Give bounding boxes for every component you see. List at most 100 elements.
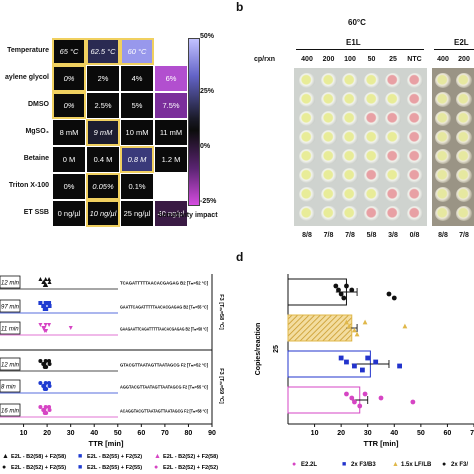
tube-column-label: NTC <box>407 56 422 63</box>
cp-label: cp/rxn <box>254 56 276 63</box>
heatmap-cell: 7.5% <box>154 92 188 119</box>
heatmap-cell: 0 ng/µl <box>52 200 86 227</box>
data-point <box>410 399 416 405</box>
colorbar <box>188 38 200 206</box>
panel-b-letter: b <box>236 0 244 14</box>
tube-well <box>435 73 451 88</box>
data-point <box>333 283 339 289</box>
legend-marker: ▲ <box>154 453 161 460</box>
tube-well <box>435 187 451 202</box>
legend-entry: E2L - B2(55) + F2(55) <box>87 465 142 471</box>
tube-score: 3/8 <box>388 232 398 239</box>
heatmap-cell: 0.8 M <box>120 146 154 173</box>
tube-well <box>435 149 451 164</box>
tube-well <box>385 111 401 126</box>
heatmap-cell: 0% <box>52 173 86 200</box>
legend-marker: ● <box>154 464 158 471</box>
data-point <box>402 323 408 329</box>
legend-marker: ● <box>442 461 446 468</box>
tube-score: 7/8 <box>323 232 334 239</box>
panel-d-plot: 10 20 30 40 50 60 70 TTR [min] Copies/reaction 25… <box>255 274 474 468</box>
data-point <box>352 399 357 405</box>
data-point <box>47 384 52 388</box>
data-point <box>47 405 52 409</box>
tube-well <box>363 149 380 164</box>
tube-well <box>456 187 472 202</box>
heatmap-cell: 25 ng/µl <box>120 200 154 227</box>
data-point <box>341 295 347 301</box>
heatmap-cell: 5% <box>120 92 154 119</box>
x-tick-label: 70 <box>161 430 169 437</box>
tube-well <box>363 168 380 183</box>
group-e2l: E2L <box>454 38 469 47</box>
data-point <box>43 323 48 327</box>
bar-label: 12 min <box>1 363 20 369</box>
data-point <box>38 359 43 363</box>
tube-well <box>435 92 451 107</box>
data-point <box>42 362 47 366</box>
heatmap-row-label: DMSO <box>28 101 49 108</box>
y-axis-label: Copies/reaction <box>255 323 262 376</box>
legend-entry: 2x F3/ <box>451 462 468 468</box>
data-point <box>42 387 47 391</box>
x-tick-label: 80 <box>185 430 193 437</box>
heatmap-cell: 8 mM <box>52 119 86 146</box>
data-point <box>47 359 52 363</box>
ttr-bar <box>0 275 21 289</box>
legend-entry: E2L - B2(52) + F2(58) <box>163 454 218 460</box>
primer-sequence: ACAGGTACGTTAATAGTTAATAGCG F2 [Tₘ=58 °C] <box>120 409 208 414</box>
series-bar <box>287 386 361 414</box>
colorbar-label: Sensitivity impact <box>158 212 218 219</box>
data-point <box>43 405 48 409</box>
data-point <box>68 326 73 330</box>
tube-well <box>299 73 315 88</box>
tube-well <box>299 149 315 164</box>
bar-label: 12 min <box>1 281 20 287</box>
legend-marker: ▲ <box>2 453 9 460</box>
heatmap-cell: 0% <box>52 65 86 92</box>
heatmap-cell: 6% <box>154 65 188 92</box>
primer-sequence: GAATTCAGATTTTTAACACGAGAG B2 [Tₘ=55 °C] <box>120 305 208 310</box>
data-point <box>47 277 52 281</box>
ttr-bar <box>0 357 21 371</box>
x-tick-label: 30 <box>67 430 75 437</box>
tube-score: 7/8 <box>345 232 355 239</box>
tube-well <box>320 92 337 107</box>
heatmap-cell: 4% <box>120 65 154 92</box>
x-axis-label: TTR [min] <box>89 439 124 448</box>
heatmap-row-label: ET SSB <box>23 209 49 216</box>
tube-well <box>385 187 401 202</box>
tube-well <box>342 168 358 183</box>
bar-label: 11 min <box>1 327 19 333</box>
tube-column-label: 400 <box>437 56 449 63</box>
legend-marker: ● <box>292 461 296 468</box>
tube-well <box>456 149 472 164</box>
x-tick-label: 40 <box>90 430 98 437</box>
data-point <box>349 395 355 401</box>
heatmap-cell: 0% <box>52 92 86 119</box>
tube-score: 7/8 <box>459 232 469 239</box>
legend-entry: E2L - B2(55) + F2(52) <box>87 454 142 460</box>
colorbar-tick: -25% <box>200 198 217 205</box>
tube-photo-right <box>432 68 474 226</box>
tube-well <box>342 206 358 221</box>
colorbar-tick: 0% <box>200 143 211 150</box>
data-point <box>373 359 379 365</box>
legend-entry: E2L - B2(58) + F2(58) <box>11 454 66 460</box>
tube-well <box>435 111 451 126</box>
tube-well <box>342 187 358 202</box>
heatmap-cell: 2% <box>86 65 120 92</box>
colorbar-tick: 50% <box>200 33 215 40</box>
data-point <box>47 301 52 305</box>
data-point <box>42 365 47 369</box>
tube-well <box>385 130 401 145</box>
data-point <box>38 301 43 305</box>
tube-score: 8/8 <box>302 232 312 239</box>
data-point <box>42 411 47 415</box>
tube-well <box>363 187 380 202</box>
tube-well <box>299 187 315 202</box>
tube-well <box>456 168 472 183</box>
data-point <box>344 283 349 289</box>
data-point <box>42 283 47 287</box>
tube-well <box>342 149 358 164</box>
